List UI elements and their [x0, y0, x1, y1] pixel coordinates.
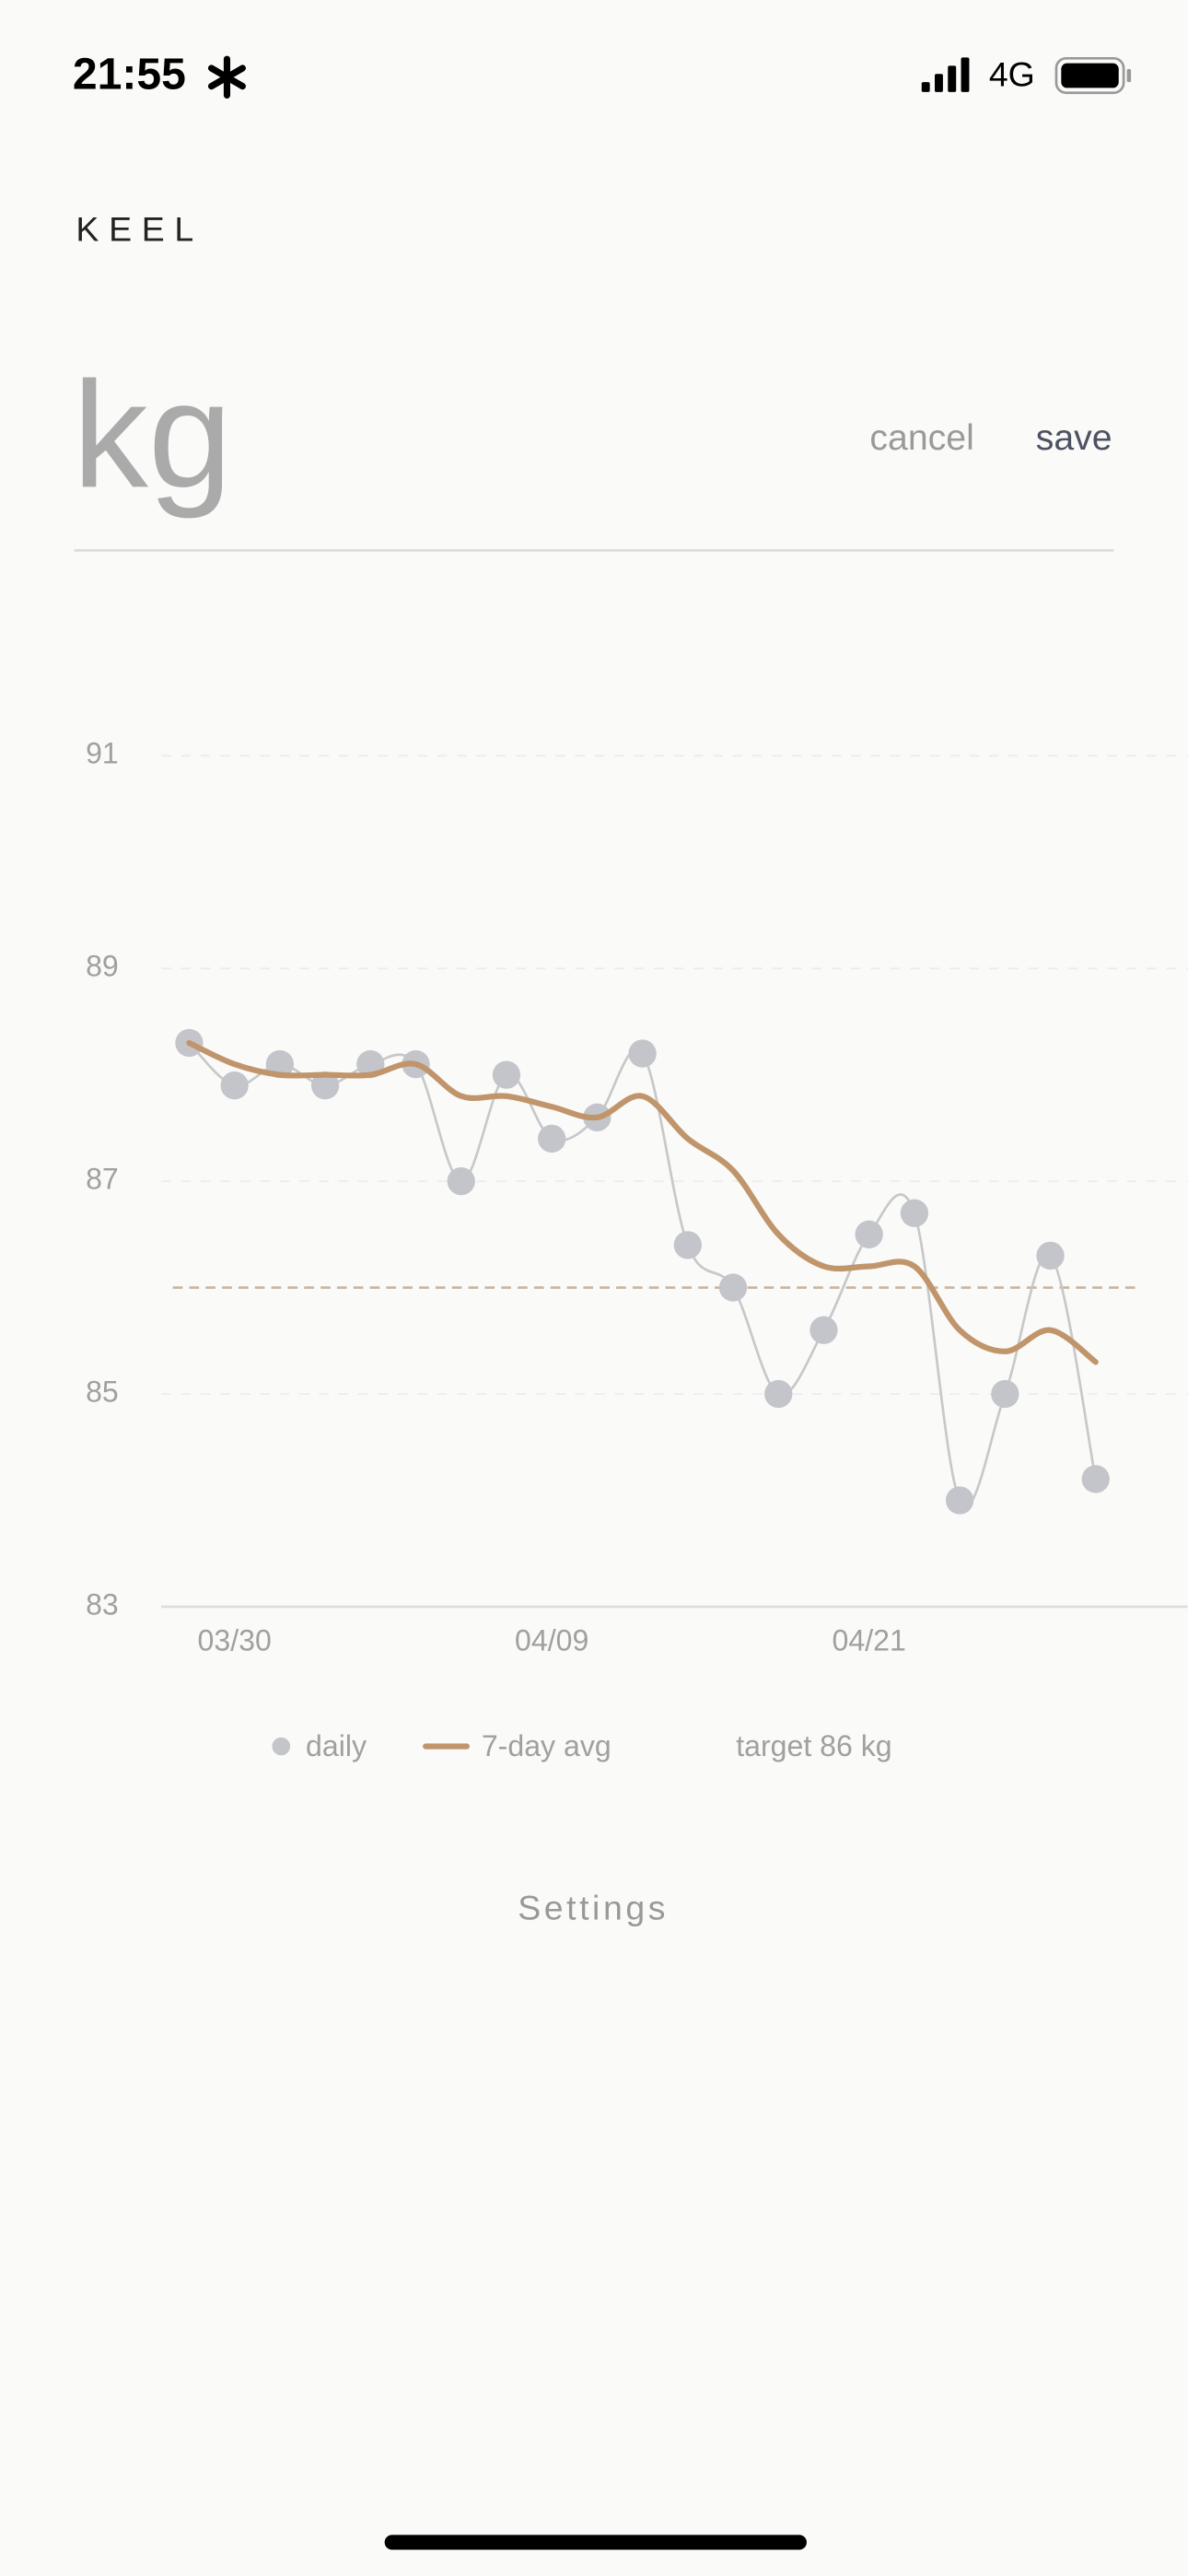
x-tick-label: 04/21 — [833, 1624, 906, 1657]
data-point — [809, 1316, 838, 1344]
data-point — [718, 1273, 748, 1302]
y-tick-label: 85 — [86, 1375, 119, 1408]
x-tick-label: 04/09 — [515, 1624, 588, 1657]
battery-icon — [1054, 56, 1132, 95]
data-point — [492, 1060, 521, 1089]
data-point — [991, 1379, 1019, 1409]
data-point — [945, 1486, 974, 1515]
data-point — [628, 1039, 657, 1068]
chart: 83 85 87 89 91 03/30 04/09 04/21 daily 7-day avg t… — [86, 737, 1188, 1762]
status-icon — [207, 55, 246, 99]
weight-input[interactable]: kg — [73, 349, 232, 519]
legend-marker — [272, 1737, 291, 1756]
x-tick-label: 03/30 — [198, 1624, 272, 1657]
legend-label: daily — [306, 1729, 367, 1762]
data-point — [855, 1220, 883, 1248]
data-point — [310, 1071, 340, 1100]
signal-icon — [921, 57, 970, 92]
y-tick-label: 87 — [86, 1163, 119, 1196]
legend-label: target 86 kg — [736, 1729, 891, 1762]
status-time: 21:55 — [73, 50, 186, 100]
network-label: 4G — [989, 55, 1035, 94]
cancel-button[interactable]: cancel — [869, 417, 973, 458]
data-point — [1036, 1241, 1065, 1270]
home-indicator — [384, 2535, 807, 2550]
legend-label: 7-day avg — [482, 1729, 611, 1762]
y-tick-label: 89 — [86, 950, 119, 983]
data-point — [538, 1124, 566, 1153]
settings-link[interactable]: Settings — [518, 1889, 669, 1927]
data-point — [764, 1379, 793, 1409]
data-point — [673, 1231, 702, 1259]
save-button[interactable]: save — [1036, 417, 1112, 458]
y-tick-label: 91 — [86, 737, 119, 770]
data-point — [220, 1071, 249, 1100]
series-line — [186, 1039, 1099, 1365]
data-point — [900, 1199, 929, 1227]
app-title: KEEL — [76, 209, 204, 248]
data-point — [1081, 1465, 1110, 1493]
data-point — [447, 1166, 475, 1196]
y-tick-label: 83 — [86, 1587, 119, 1621]
